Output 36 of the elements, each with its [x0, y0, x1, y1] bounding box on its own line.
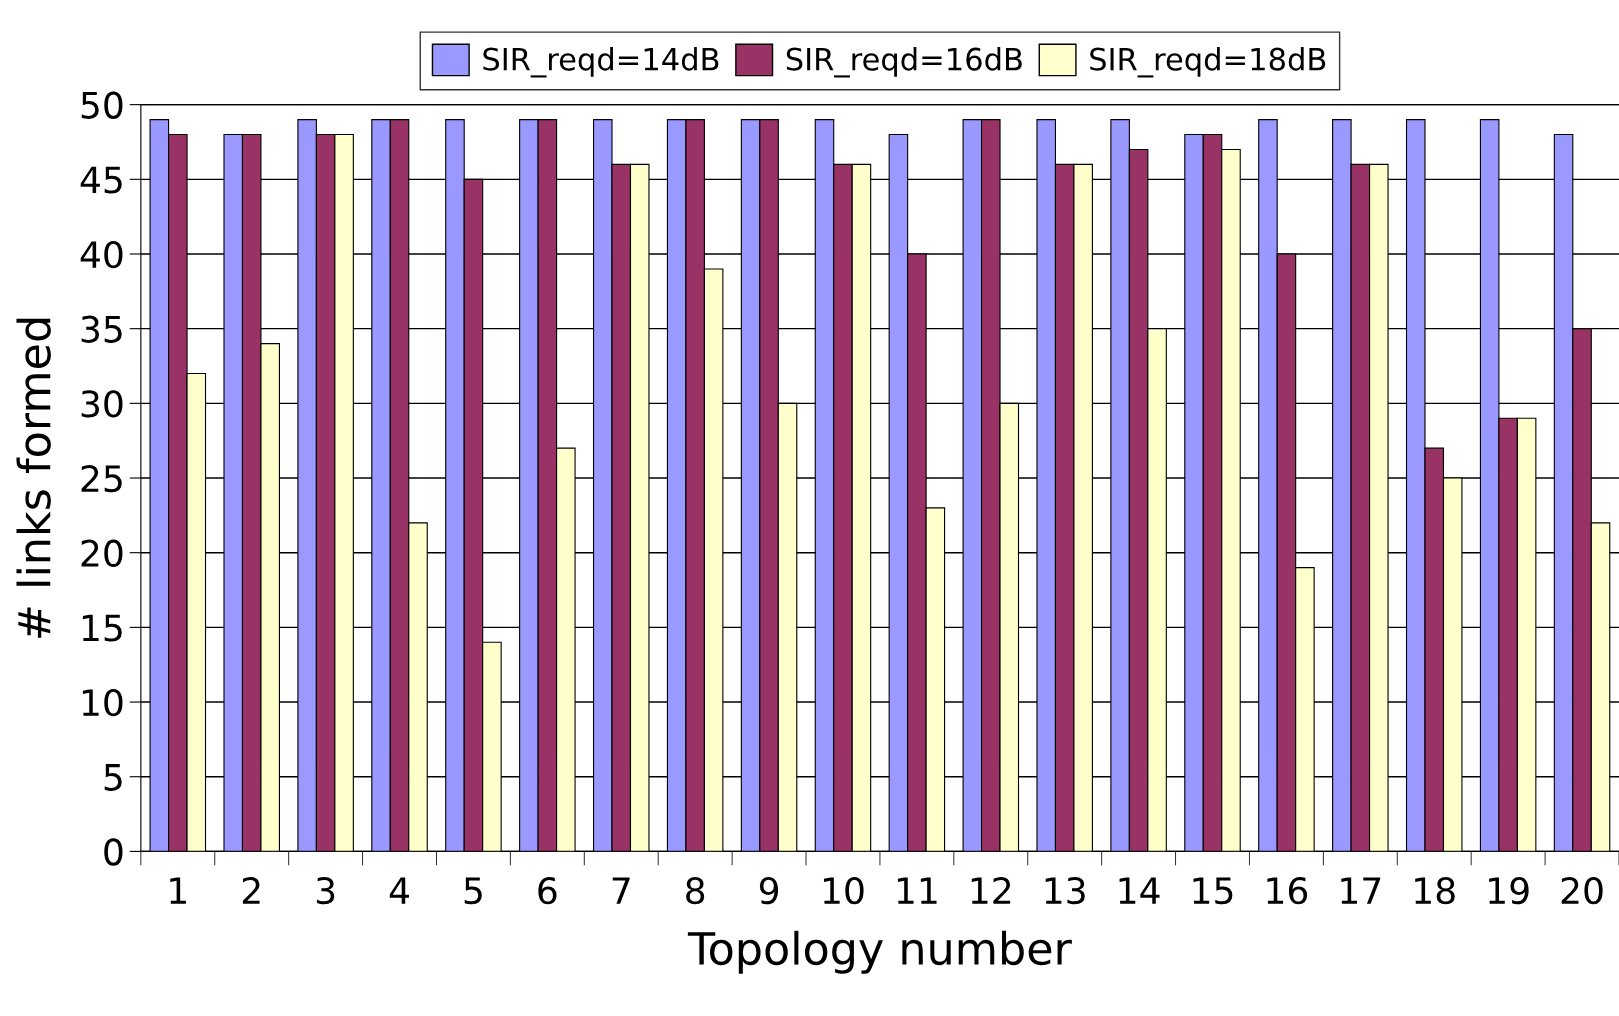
y-tick-label: 15 [82, 614, 122, 642]
y-tick-label: 35 [81, 315, 122, 343]
x-tick-label: 19 [1489, 877, 1529, 905]
x-tick-label: 3 [316, 877, 335, 905]
x-tick-label: 12 [971, 877, 1011, 904]
x-tick-label: 8 [686, 877, 705, 905]
x-tick-label: 9 [759, 877, 779, 905]
x-tick-label: 6 [538, 877, 557, 905]
x-tick-label: 20 [1561, 877, 1603, 905]
y-tick-label: 25 [81, 464, 122, 493]
x-tick-label: 16 [1267, 877, 1308, 905]
y-tick-label: 50 [81, 91, 123, 119]
x-tick-label: 15 [1193, 877, 1233, 905]
y-tick-label: 30 [81, 390, 123, 418]
x-tick-label: 1 [170, 877, 186, 904]
x-tick-label: 13 [1045, 877, 1085, 905]
y-tick-label: 40 [80, 240, 123, 269]
legend-label: SIR_reqd=18dB [1090, 47, 1326, 78]
x-tick-label: 11 [897, 877, 937, 904]
y-tick-label: 0 [104, 838, 123, 866]
x-axis-title: Topology number [687, 930, 1072, 974]
legend-label: SIR_reqd=14dB [483, 47, 719, 78]
y-axis-title: # links formed [16, 318, 51, 638]
y-tick-label: 5 [104, 764, 122, 791]
y-tick-label: 45 [80, 166, 122, 194]
x-tick-label: 17 [1341, 877, 1381, 904]
x-tick-label: 14 [1119, 877, 1160, 904]
x-tick-label: 10 [823, 877, 864, 905]
x-tick-label: 4 [389, 877, 409, 904]
x-tick-label: 7 [612, 877, 630, 904]
x-tick-label: 5 [464, 877, 482, 905]
x-tick-label: 18 [1415, 877, 1455, 905]
y-tick-label: 20 [81, 539, 123, 567]
y-tick-label: 10 [82, 688, 123, 717]
x-tick-label: 2 [242, 877, 260, 904]
legend-label: SIR_reqd=16dB [786, 47, 1022, 78]
